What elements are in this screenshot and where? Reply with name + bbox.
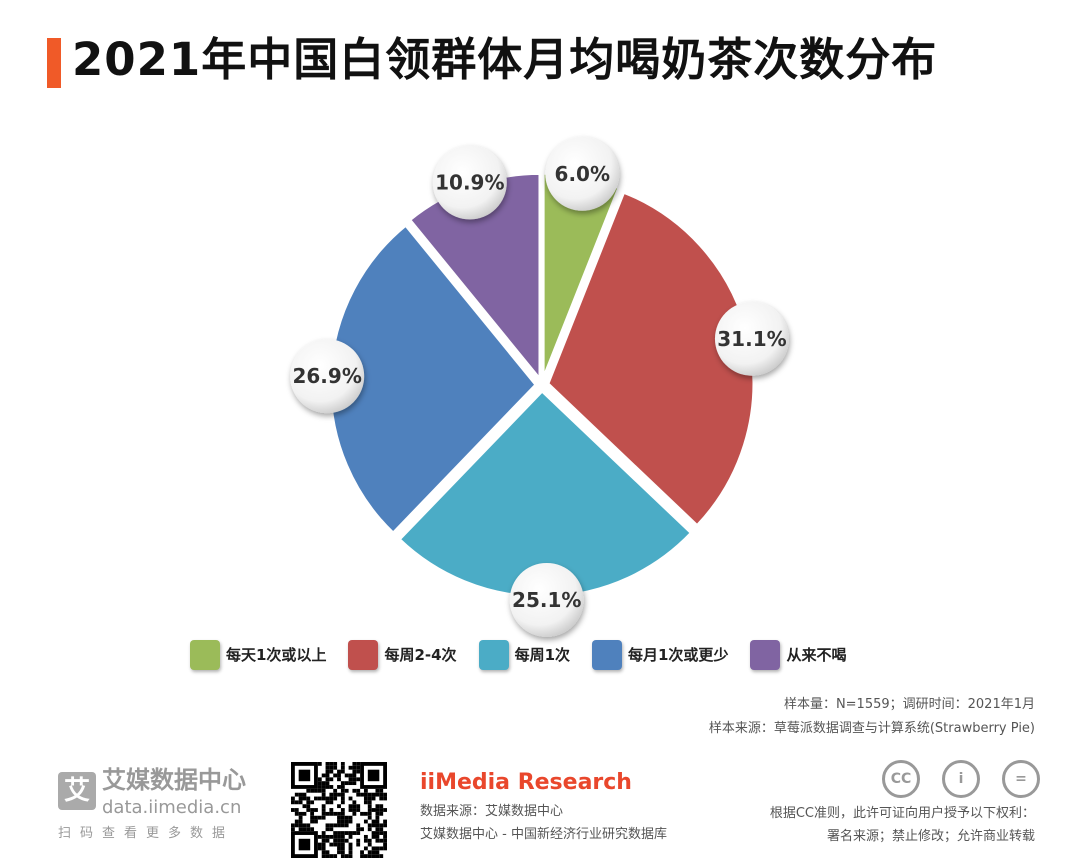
legend: 每天1次或以上 每周2-4次 每周1次 每月1次或更少 从来不喝 <box>190 640 868 670</box>
legend-label: 每周1次 <box>514 646 570 664</box>
database-note: 艾媒数据中心 - 中国新经济行业研究数据库 <box>420 827 667 842</box>
data-label-bubble <box>290 339 365 414</box>
cc-icon: CC <box>882 760 920 798</box>
data-label-bubble <box>509 562 584 637</box>
license-rights: 署名来源；禁止修改；允许商业转载 <box>826 829 1035 844</box>
sample-note: 样本量：N=1559；调研时间：2021年1月 <box>783 697 1035 712</box>
legend-label: 每天1次或以上 <box>226 646 327 664</box>
legend-swatch <box>750 640 781 670</box>
title-accent-bar <box>47 38 61 88</box>
data-label: 26.9% <box>292 364 361 388</box>
data-label-bubble <box>714 301 789 376</box>
logo-mark: 艾 <box>58 772 96 810</box>
license-text: 根据CC准则，此许可证向用户授予以下权利： <box>769 806 1035 821</box>
legend-item: 每周1次 <box>478 640 570 670</box>
logo-url: data.iimedia.cn <box>102 797 242 818</box>
legend-swatch <box>190 640 220 670</box>
legend-swatch <box>478 640 509 670</box>
qr-code <box>291 762 387 858</box>
iimedia-logo: 艾 艾媒数据中心 data.iimedia.cn 扫码查看更多数据 <box>58 766 268 856</box>
legend-item: 每周2-4次 <box>348 640 457 670</box>
page-title: 2021年中国白领群体月均喝奶茶次数分布 <box>72 33 938 86</box>
data-label: 25.1% <box>512 588 581 612</box>
source-note: 样本来源：草莓派数据调查与计算系统(Strawberry Pie) <box>708 721 1035 736</box>
data-label-bubble <box>545 136 620 211</box>
legend-label: 每周2-4次 <box>384 646 457 664</box>
data-source: 数据来源：艾媒数据中心 <box>420 804 564 819</box>
legend-item: 每天1次或以上 <box>190 640 326 670</box>
legend-item: 从来不喝 <box>750 640 846 670</box>
data-label-bubble <box>432 145 507 220</box>
brand-name: iiMedia Research <box>420 770 632 795</box>
legend-swatch <box>592 640 622 670</box>
legend-label: 每月1次或更少 <box>628 646 729 664</box>
data-label: 6.0% <box>555 162 610 186</box>
scan-hint: 扫码查看更多数据 <box>58 826 235 841</box>
attribution-icon: i <box>942 760 980 798</box>
legend-swatch <box>348 640 379 670</box>
data-label: 10.9% <box>435 170 504 194</box>
legend-label: 从来不喝 <box>786 646 847 664</box>
data-label: 31.1% <box>717 327 786 351</box>
legend-item: 每月1次或更少 <box>592 640 728 670</box>
logo-name: 艾媒数据中心 <box>102 766 246 794</box>
no-derivatives-icon: = <box>1002 760 1040 798</box>
